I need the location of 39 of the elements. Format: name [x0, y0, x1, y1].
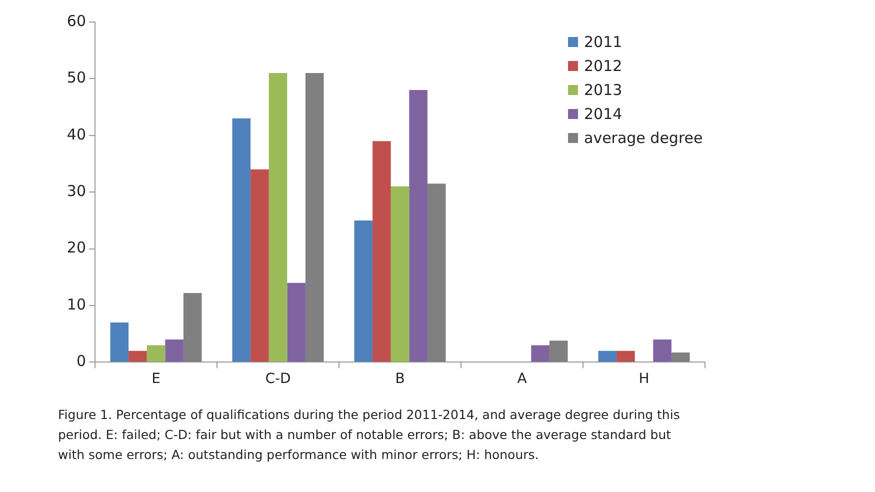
- bar: [427, 184, 446, 362]
- y-tick-label: 0: [76, 352, 86, 370]
- bar: [409, 90, 428, 362]
- bar: [165, 340, 184, 362]
- y-tick-label: 10: [66, 295, 86, 314]
- legend-label: 2012: [584, 57, 622, 75]
- bar: [268, 73, 288, 362]
- bar: [598, 350, 617, 362]
- y-tick-label: 60: [66, 12, 86, 30]
- bar: [390, 186, 410, 362]
- legend-label: 2013: [584, 81, 622, 99]
- legend-label: 2011: [584, 33, 622, 51]
- bar: [671, 352, 690, 362]
- x-tick-label: B: [395, 371, 405, 388]
- bar: [146, 345, 166, 362]
- legend-label: 2014: [584, 105, 622, 123]
- bar: [549, 340, 568, 362]
- x-tick-label: H: [638, 371, 650, 388]
- bar: [653, 340, 672, 362]
- bar: [183, 293, 202, 362]
- y-tick-label: 20: [66, 238, 86, 257]
- bar: [372, 141, 391, 362]
- x-tick-label: C-D: [265, 371, 291, 388]
- legend-label: average degree: [584, 129, 703, 147]
- bar: [354, 220, 373, 362]
- y-tick-label: 30: [66, 182, 86, 200]
- y-tick-label: 40: [66, 125, 86, 144]
- x-tick-label: A: [517, 371, 528, 388]
- bar: [531, 345, 550, 362]
- y-tick-label: 50: [66, 68, 86, 87]
- caption: Figure 1. Percentage of qualifications during the period 2011-2014, and average degree during this period. E: failed; C-D: fair but with a number of notable errors; B: above the average standard but with some errors; A: outstanding performance with minor errors; H: honours.: [58, 406, 681, 464]
- bar: [128, 350, 147, 362]
- bar: [287, 282, 306, 362]
- bar: [232, 118, 251, 362]
- bar: [110, 322, 129, 362]
- bar: [305, 73, 324, 362]
- x-tick-label: E: [152, 371, 160, 388]
- bar: [616, 350, 635, 362]
- bar: [250, 169, 269, 362]
